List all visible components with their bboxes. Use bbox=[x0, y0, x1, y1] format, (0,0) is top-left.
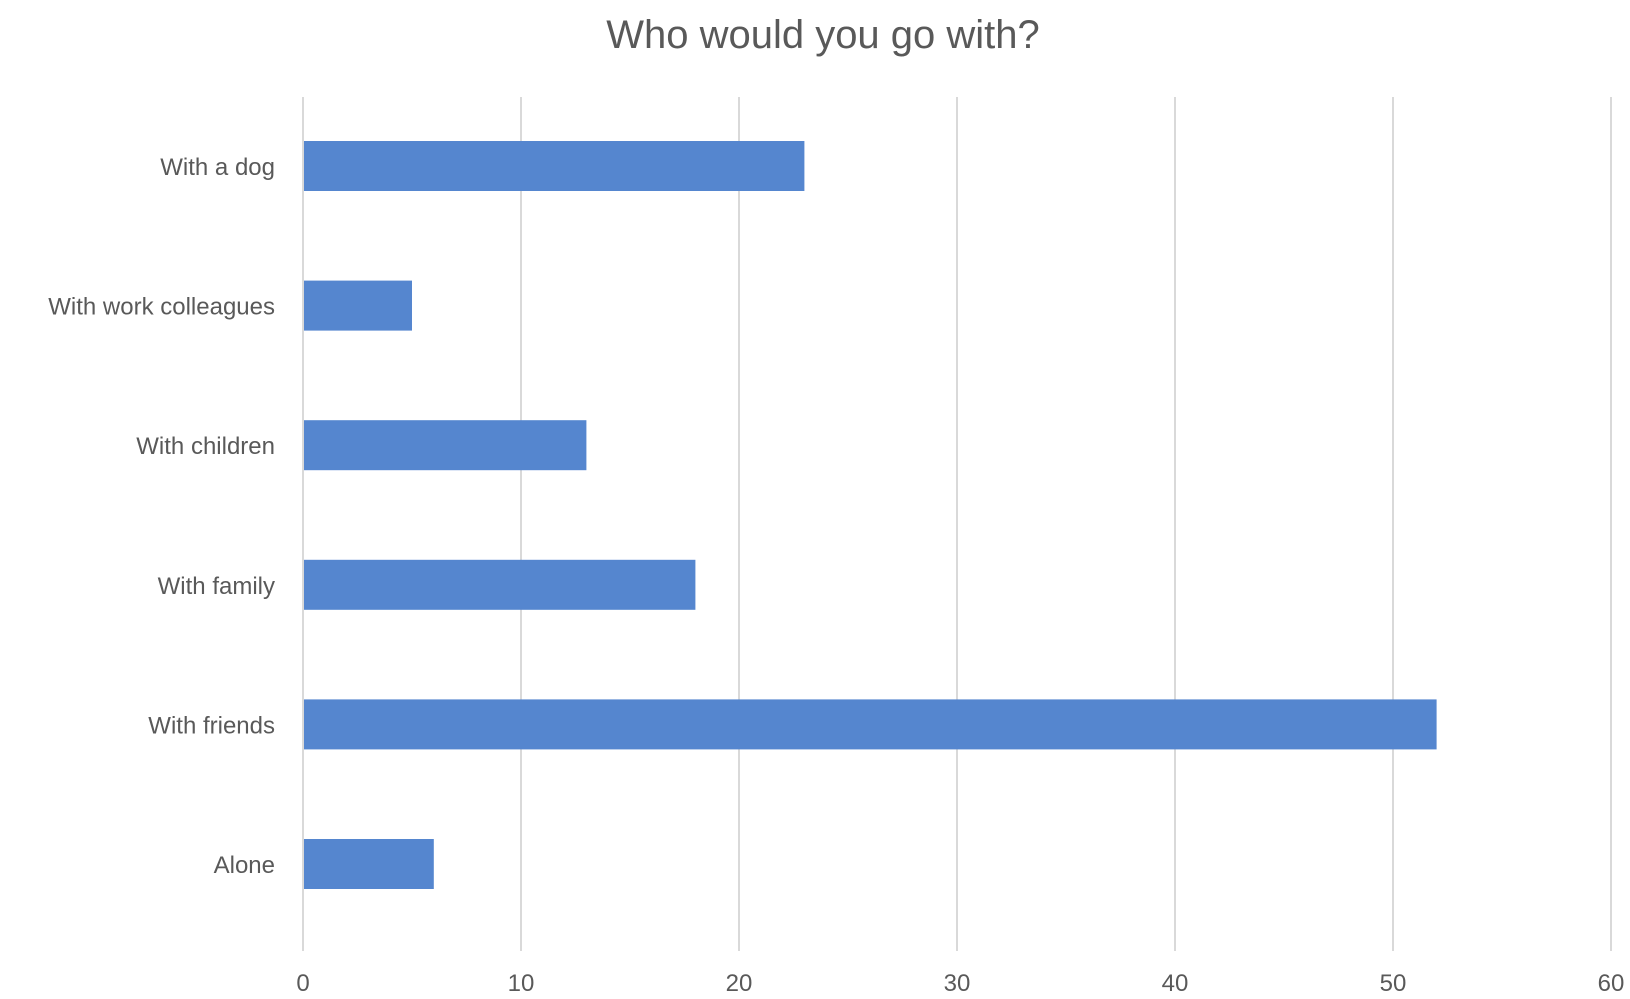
category-label-with-a-dog: With a dog bbox=[160, 154, 275, 181]
category-label-with-family: With family bbox=[158, 573, 275, 600]
x-tick-label-40: 40 bbox=[1162, 970, 1189, 997]
bar-with-a-dog bbox=[304, 141, 805, 191]
category-label-alone: Alone bbox=[214, 852, 275, 879]
x-axis-tick-labels: 0 10 20 30 40 50 60 bbox=[296, 970, 1624, 997]
x-tick-label-50: 50 bbox=[1380, 970, 1407, 997]
x-tick-label-0: 0 bbox=[296, 970, 309, 997]
x-tick-label-30: 30 bbox=[944, 970, 971, 997]
bar-with-family bbox=[304, 559, 696, 610]
chart-title: Who would you go with? bbox=[606, 13, 1040, 57]
bar-with-children bbox=[304, 420, 587, 471]
bars bbox=[304, 141, 1437, 889]
bar-with-friends bbox=[304, 699, 1437, 750]
category-label-with-children: With children bbox=[136, 433, 275, 460]
category-labels: With a dog With work colleagues With child… bbox=[48, 154, 275, 879]
x-tick-label-10: 10 bbox=[508, 970, 535, 997]
x-tick-label-20: 20 bbox=[726, 970, 753, 997]
category-label-with-friends: With friends bbox=[148, 712, 275, 739]
bar-alone bbox=[304, 839, 434, 889]
x-tick-label-60: 60 bbox=[1598, 970, 1625, 997]
gridlines bbox=[302, 97, 1612, 951]
category-label-with-work-colleagues: With work colleagues bbox=[48, 294, 275, 321]
bar-with-work-colleagues bbox=[304, 280, 412, 331]
